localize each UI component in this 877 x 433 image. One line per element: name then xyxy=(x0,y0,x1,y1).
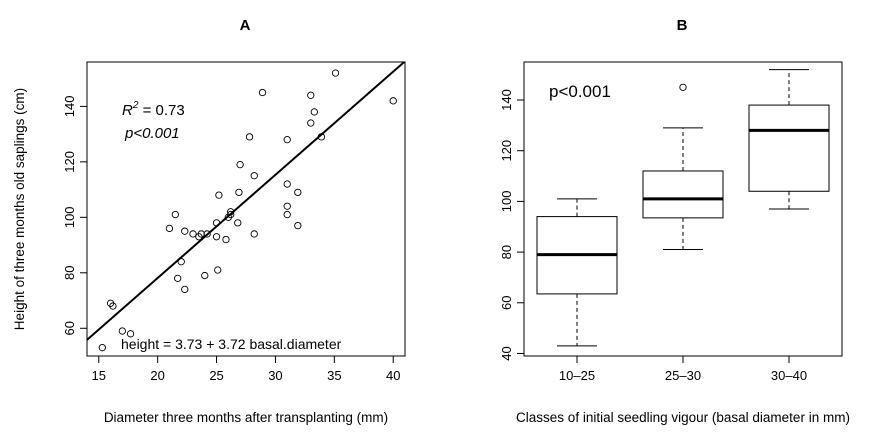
y-tick-label: 80 xyxy=(499,245,514,259)
y-tick-label: 60 xyxy=(499,296,514,310)
box xyxy=(642,83,724,251)
category-label: 10–25 xyxy=(559,368,595,383)
scatter-point xyxy=(174,274,182,282)
scatter-point xyxy=(307,119,315,127)
scatter-point xyxy=(331,69,340,77)
panel-a-p-value: p<0.001 xyxy=(124,125,180,142)
panel-b-x-axis: 10–25 25–30 30–40 xyxy=(559,356,807,383)
panel-a-y-label: Height of three months old saplings (cm) xyxy=(12,88,27,330)
box xyxy=(536,198,618,347)
y-tick-label: 100 xyxy=(499,191,514,213)
x-tick-label: 15 xyxy=(92,368,106,383)
panel-b: B 40 60 80 100 120 140 10–25 25–30 30–40 p<0.00… xyxy=(499,17,850,425)
scatter-point xyxy=(126,330,135,338)
x-tick-label: 25 xyxy=(209,368,223,383)
scatter-point xyxy=(283,136,291,144)
category-label: 25–30 xyxy=(665,368,701,383)
x-tick-label: 35 xyxy=(327,368,341,383)
scatter-point xyxy=(181,285,189,294)
box-iqr xyxy=(642,170,724,219)
scatter-point xyxy=(109,302,117,310)
y-tick-label: 60 xyxy=(62,321,77,335)
scatter-point xyxy=(307,91,315,99)
x-tick-label: 40 xyxy=(386,368,400,383)
scatter-point xyxy=(165,224,174,233)
scatter-point xyxy=(234,219,242,227)
y-tick-label: 80 xyxy=(62,266,77,280)
panel-a-x-label: Diameter three months after transplantin… xyxy=(104,410,388,425)
regression-equation: height = 3.73 + 3.72 basal.diameter xyxy=(121,336,342,352)
panel-a-points xyxy=(98,69,397,352)
panel-a: A 15 20 25 30 35 40 60 80 100 120 140 R2 = 0.73 p… xyxy=(12,17,406,425)
scatter-point xyxy=(212,233,221,241)
category-label: 30–40 xyxy=(771,368,807,383)
scatter-point xyxy=(222,235,230,244)
scatter-point xyxy=(235,188,243,197)
y-tick-label: 40 xyxy=(499,346,514,360)
panel-b-boxes xyxy=(536,69,830,347)
r-squared-annotation: R2 = 0.73 xyxy=(122,100,185,119)
scatter-point xyxy=(294,221,302,230)
scatter-point xyxy=(201,271,209,280)
y-tick-label: 140 xyxy=(499,89,514,111)
regression-line xyxy=(86,61,405,341)
scatter-point xyxy=(258,88,267,97)
scatter-point xyxy=(181,227,189,235)
panel-b-title: B xyxy=(677,17,688,34)
r-squared-exp: 2 xyxy=(132,100,139,111)
scatter-point xyxy=(310,108,318,116)
scatter-point xyxy=(283,202,291,210)
panel-b-x-label: Classes of initial seedling vigour (basa… xyxy=(516,410,850,425)
panel-a-x-axis: 15 20 25 30 35 40 xyxy=(92,356,400,383)
scatter-point xyxy=(189,230,197,238)
y-tick-label: 100 xyxy=(62,206,77,228)
panel-b-p-value: p<0.001 xyxy=(549,82,611,101)
scatter-point xyxy=(214,266,222,274)
scatter-point xyxy=(171,210,179,219)
scatter-point xyxy=(227,210,235,219)
r-squared-prefix: R xyxy=(122,102,133,119)
scatter-point xyxy=(118,327,126,335)
scatter-point xyxy=(389,97,397,105)
y-tick-label: 140 xyxy=(62,96,77,118)
panel-a-title: A xyxy=(240,17,251,34)
scatter-point xyxy=(245,133,254,141)
x-tick-label: 30 xyxy=(268,368,282,383)
scatter-point xyxy=(294,188,302,197)
scatter-point xyxy=(283,180,291,188)
scatter-point xyxy=(98,344,106,352)
scatter-point xyxy=(250,172,258,180)
scatter-point xyxy=(250,230,258,238)
outlier-point xyxy=(679,83,687,91)
box-iqr xyxy=(748,104,830,192)
scatter-point xyxy=(197,230,205,238)
panel-a-y-axis: 60 80 100 120 140 xyxy=(62,96,87,335)
x-tick-label: 20 xyxy=(150,368,164,383)
box xyxy=(748,69,830,210)
scatter-point xyxy=(203,230,211,238)
scatter-point xyxy=(236,160,244,169)
scatter-point xyxy=(283,210,291,219)
y-tick-label: 120 xyxy=(62,151,77,173)
panel-b-y-axis: 40 60 80 100 120 140 xyxy=(499,89,524,361)
r-squared-value: = 0.73 xyxy=(138,102,184,119)
panel-a-plot-frame xyxy=(86,61,406,357)
scatter-point xyxy=(215,191,223,199)
y-tick-label: 120 xyxy=(499,140,514,162)
